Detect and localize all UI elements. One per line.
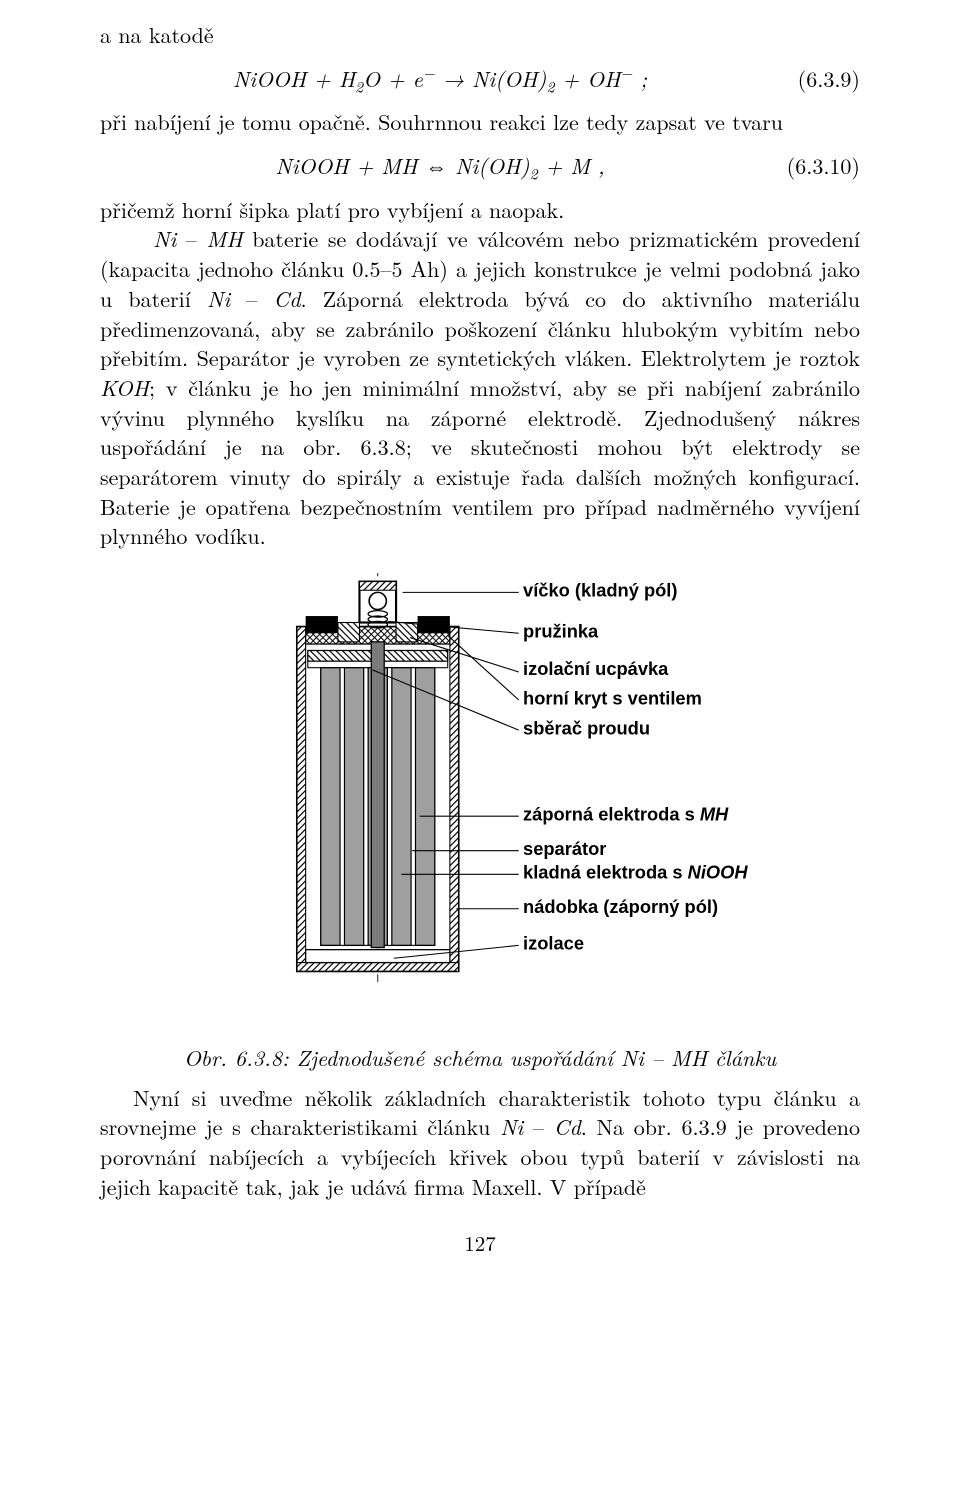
figure-6-3-8: víčko (kladný pól) pružinka izolační ucpáv…: [100, 573, 860, 1025]
fig-label-l4: horní kryt s ventilem: [523, 687, 702, 708]
equation-number: (6.3.10): [780, 151, 860, 181]
equation-number: (6.3.9): [780, 64, 860, 94]
fig-label-l6: záporná elektroda s MH: [523, 804, 729, 825]
fig-label-l2: pružinka: [523, 621, 599, 642]
fig-label-l3: izolační ucpávka: [523, 658, 669, 679]
fig-label-l1: víčko (kladný pól): [523, 580, 677, 601]
fig-label-l7: separátor: [523, 838, 606, 859]
battery-diagram-svg: víčko (kladný pól) pružinka izolační ucpáv…: [200, 573, 760, 1025]
page: a na katodě NiOOH + H2O + e− → Ni(OH)2 +…: [0, 0, 960, 1298]
equation-body: NiOOH + MH ⇔ Ni(OH)2 + M ,: [100, 151, 780, 181]
fig-label-l9: nádobka (záporný pól): [523, 896, 718, 917]
equation-6-3-9: NiOOH + H2O + e− → Ni(OH)2 + OH− ; (6.3.…: [100, 64, 860, 94]
mid-line: při nabíjení je tomu opačně. Souhrnnou r…: [100, 107, 860, 137]
intro-line: a na katodě: [100, 20, 860, 50]
after-figure-paragraph: Nyní si uveďme několik základních charak…: [100, 1083, 860, 1202]
equation-body: NiOOH + H2O + e− → Ni(OH)2 + OH− ;: [100, 64, 780, 94]
figure-caption: Obr. 6.3.8: Zjednodušené schéma uspořádá…: [100, 1043, 860, 1073]
equation-6-3-10: NiOOH + MH ⇔ Ni(OH)2 + M , (6.3.10): [100, 151, 860, 181]
page-number: 127: [100, 1229, 860, 1257]
fig-label-l5: sběrač proudu: [523, 717, 650, 738]
fig-label-l10: izolace: [523, 933, 584, 954]
fig-label-l8: kladná elektroda s NiOOH: [523, 862, 748, 883]
main-paragraph: přičemž horní šipka platí pro vybíjení a…: [100, 195, 860, 551]
